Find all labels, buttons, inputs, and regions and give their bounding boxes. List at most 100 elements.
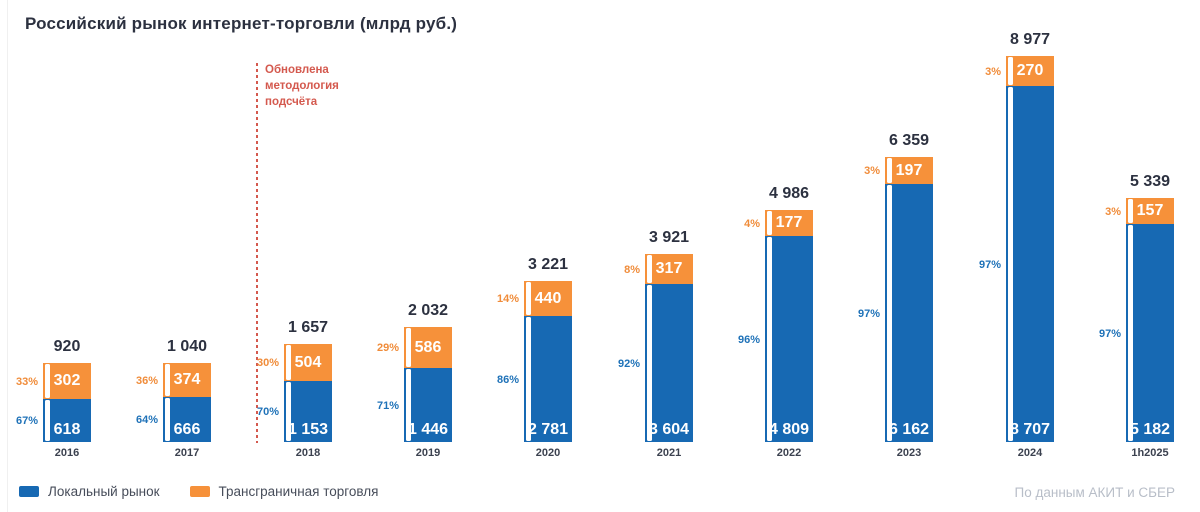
local-share-label: 96% <box>737 334 760 346</box>
methodology-change-dashed-line <box>256 63 258 443</box>
total-value-label: 3 221 <box>527 256 569 273</box>
crossborder-share-label: 33% <box>15 376 38 388</box>
local-share-label: 92% <box>617 358 640 370</box>
segment-value-label: 270 <box>1016 62 1044 79</box>
segment-local-market: 3 604 <box>645 284 693 442</box>
segment-highlight-stripe <box>45 364 50 398</box>
segment-value-label: 586 <box>414 338 442 356</box>
legend-label-local: Локальный рынок <box>48 484 160 499</box>
segment-highlight-stripe <box>45 400 50 441</box>
segment-highlight-stripe <box>165 364 170 396</box>
methodology-note: Обновлена методология подсчёта <box>265 63 339 111</box>
local-share-label: 86% <box>496 374 519 386</box>
segment-value-label: 177 <box>775 214 803 231</box>
bar-group-2023: 6 359 197 6 162 3% 97% 2023 <box>858 132 933 459</box>
year-axis-label: 2022 <box>776 447 802 459</box>
segment-crossborder: 504 <box>284 344 332 381</box>
total-value-label: 6 359 <box>888 132 930 149</box>
segment-crossborder: 302 <box>43 363 91 399</box>
year-axis-label: 2019 <box>415 447 441 459</box>
segment-value-label: 1 153 <box>287 421 329 438</box>
segment-highlight-stripe <box>406 369 411 441</box>
segment-highlight-stripe <box>526 317 531 441</box>
segment-highlight-stripe <box>1008 57 1013 85</box>
total-value-label: 4 986 <box>768 185 810 202</box>
bar-group-2019: 2 032 586 1 446 29% 71% 2019 <box>377 302 452 459</box>
legend-swatch-local-icon <box>19 486 39 497</box>
year-axis-label: 2020 <box>535 447 561 459</box>
segment-local-market: 4 809 <box>765 236 813 442</box>
local-share-label: 70% <box>256 406 279 418</box>
bar-group-1h2025: 5 339 157 5 182 3% 97% 1h2025 <box>1099 173 1174 459</box>
segment-highlight-stripe <box>286 382 291 441</box>
bar-group-2017: 1 040 374 666 36% 64% 2017 <box>136 338 211 459</box>
crossborder-share-label: 3% <box>985 66 1001 78</box>
crossborder-share-label: 30% <box>256 357 279 369</box>
local-share-label: 64% <box>135 414 158 426</box>
legend-label-crossborder: Трансграничная торговля <box>218 484 379 499</box>
total-value-label: 2 032 <box>407 302 449 319</box>
segment-value-label: 197 <box>895 161 923 179</box>
segment-highlight-stripe <box>647 255 652 283</box>
local-share-label: 97% <box>1098 328 1121 340</box>
methodology-note-line: Обновлена <box>265 64 329 76</box>
segment-local-market: 666 <box>163 397 211 442</box>
crossborder-share-label: 8% <box>624 264 640 276</box>
segment-value-label: 317 <box>655 260 683 277</box>
methodology-note-line: методология <box>265 79 339 92</box>
segment-highlight-stripe <box>406 328 411 367</box>
segment-highlight-stripe <box>165 398 170 441</box>
chart-title: Российский рынок интернет-торговли (млрд… <box>25 14 458 33</box>
year-axis-label: 2021 <box>656 447 682 459</box>
segment-value-label: 302 <box>53 372 81 389</box>
segment-highlight-stripe <box>1008 87 1013 441</box>
segment-local-market: 1 153 <box>284 381 332 442</box>
legend-item-crossborder: Трансграничная торговля <box>189 484 379 499</box>
local-share-label: 67% <box>15 415 38 427</box>
crossborder-share-label: 29% <box>376 342 399 354</box>
local-share-label: 71% <box>376 400 399 412</box>
segment-highlight-stripe <box>887 158 892 183</box>
year-axis-label: 2017 <box>174 447 200 459</box>
segment-local-market: 5 182 <box>1126 224 1174 442</box>
segment-value-label: 6 162 <box>888 421 930 438</box>
segment-crossborder: 197 <box>885 157 933 184</box>
segment-value-label: 374 <box>173 371 201 388</box>
total-value-label: 5 339 <box>1129 173 1171 190</box>
segment-value-label: 504 <box>294 353 322 371</box>
crossborder-share-label: 4% <box>744 218 760 230</box>
crossborder-share-label: 3% <box>1105 206 1121 218</box>
year-axis-label: 2023 <box>896 447 922 459</box>
segment-crossborder: 270 <box>1006 56 1054 86</box>
segment-crossborder: 440 <box>524 281 572 316</box>
bar-group-2020: 3 221 440 2 781 14% 86% 2020 <box>497 256 572 459</box>
total-value-label: 8 977 <box>1009 31 1051 48</box>
page-edge-divider <box>7 0 8 512</box>
segment-value-label: 3 604 <box>648 421 690 438</box>
segment-value-label: 666 <box>173 421 201 438</box>
segment-value-label: 8 707 <box>1009 421 1051 438</box>
data-source-note: По данным АКИТ и СБЕР <box>1014 485 1175 500</box>
bar-group-2022: 4 986 177 4 809 4% 96% 2022 <box>738 185 813 459</box>
segment-crossborder: 157 <box>1126 198 1174 224</box>
segment-highlight-stripe <box>767 211 772 235</box>
bar-group-2021: 3 921 317 3 604 8% 92% 2021 <box>618 229 693 459</box>
segment-value-label: 440 <box>534 289 562 307</box>
total-value-label: 920 <box>53 338 81 355</box>
segment-local-market: 8 707 <box>1006 86 1054 442</box>
crossborder-share-label: 14% <box>496 293 519 305</box>
crossborder-share-label: 3% <box>864 165 880 177</box>
segment-highlight-stripe <box>647 285 652 441</box>
methodology-note-line: подсчёта <box>265 95 318 108</box>
legend-swatch-crossborder-icon <box>189 486 210 497</box>
total-value-label: 1 040 <box>166 338 208 355</box>
bar-group-2016: 920 302 618 33% 67% 2016 <box>16 338 91 459</box>
segment-value-label: 2 781 <box>527 421 569 438</box>
crossborder-share-label: 36% <box>135 375 158 387</box>
segment-value-label: 618 <box>53 421 81 438</box>
segment-highlight-stripe <box>1128 225 1133 441</box>
segment-crossborder: 317 <box>645 254 693 284</box>
segment-value-label: 4 809 <box>768 421 810 438</box>
segment-value-label: 1 446 <box>407 421 449 438</box>
